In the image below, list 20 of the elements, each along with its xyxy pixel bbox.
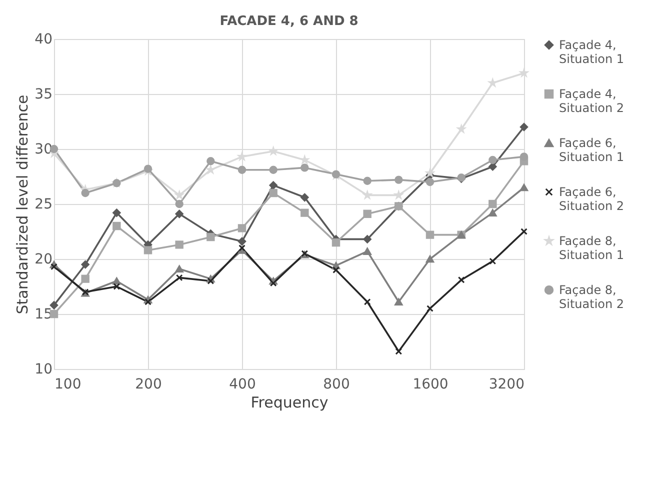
legend-label: Façade 4, Situation 2 [559, 87, 624, 115]
legend-label: Façade 6, Situation 1 [559, 136, 624, 164]
y-tick-label: 40 [34, 32, 52, 48]
legend-label: Façade 6, Situation 2 [559, 185, 624, 213]
x-tick-label: 400 [229, 376, 256, 392]
legend-label: Façade 8, Situation 2 [559, 283, 624, 311]
y-tick-label: 10 [34, 362, 52, 378]
chart-title: FACADE 4, 6 AND 8 [220, 14, 358, 29]
x-tick-label: 800 [323, 376, 350, 392]
y-tick-label: 20 [34, 252, 52, 268]
x-axis-title: Frequency [250, 394, 328, 412]
x-tick-label: 1600 [412, 376, 448, 392]
x-tick-label: 3200 [488, 376, 524, 392]
legend-label: Façade 8, Situation 1 [559, 234, 624, 262]
y-tick-label: 25 [34, 196, 52, 212]
y-tick-label: 35 [34, 86, 52, 102]
legend-label: Façade 4, Situation 1 [559, 38, 624, 66]
x-tick-label: 100 [54, 376, 82, 392]
x-tick-label: 200 [135, 376, 162, 392]
y-axis-title: Standardized level difference [14, 94, 32, 314]
